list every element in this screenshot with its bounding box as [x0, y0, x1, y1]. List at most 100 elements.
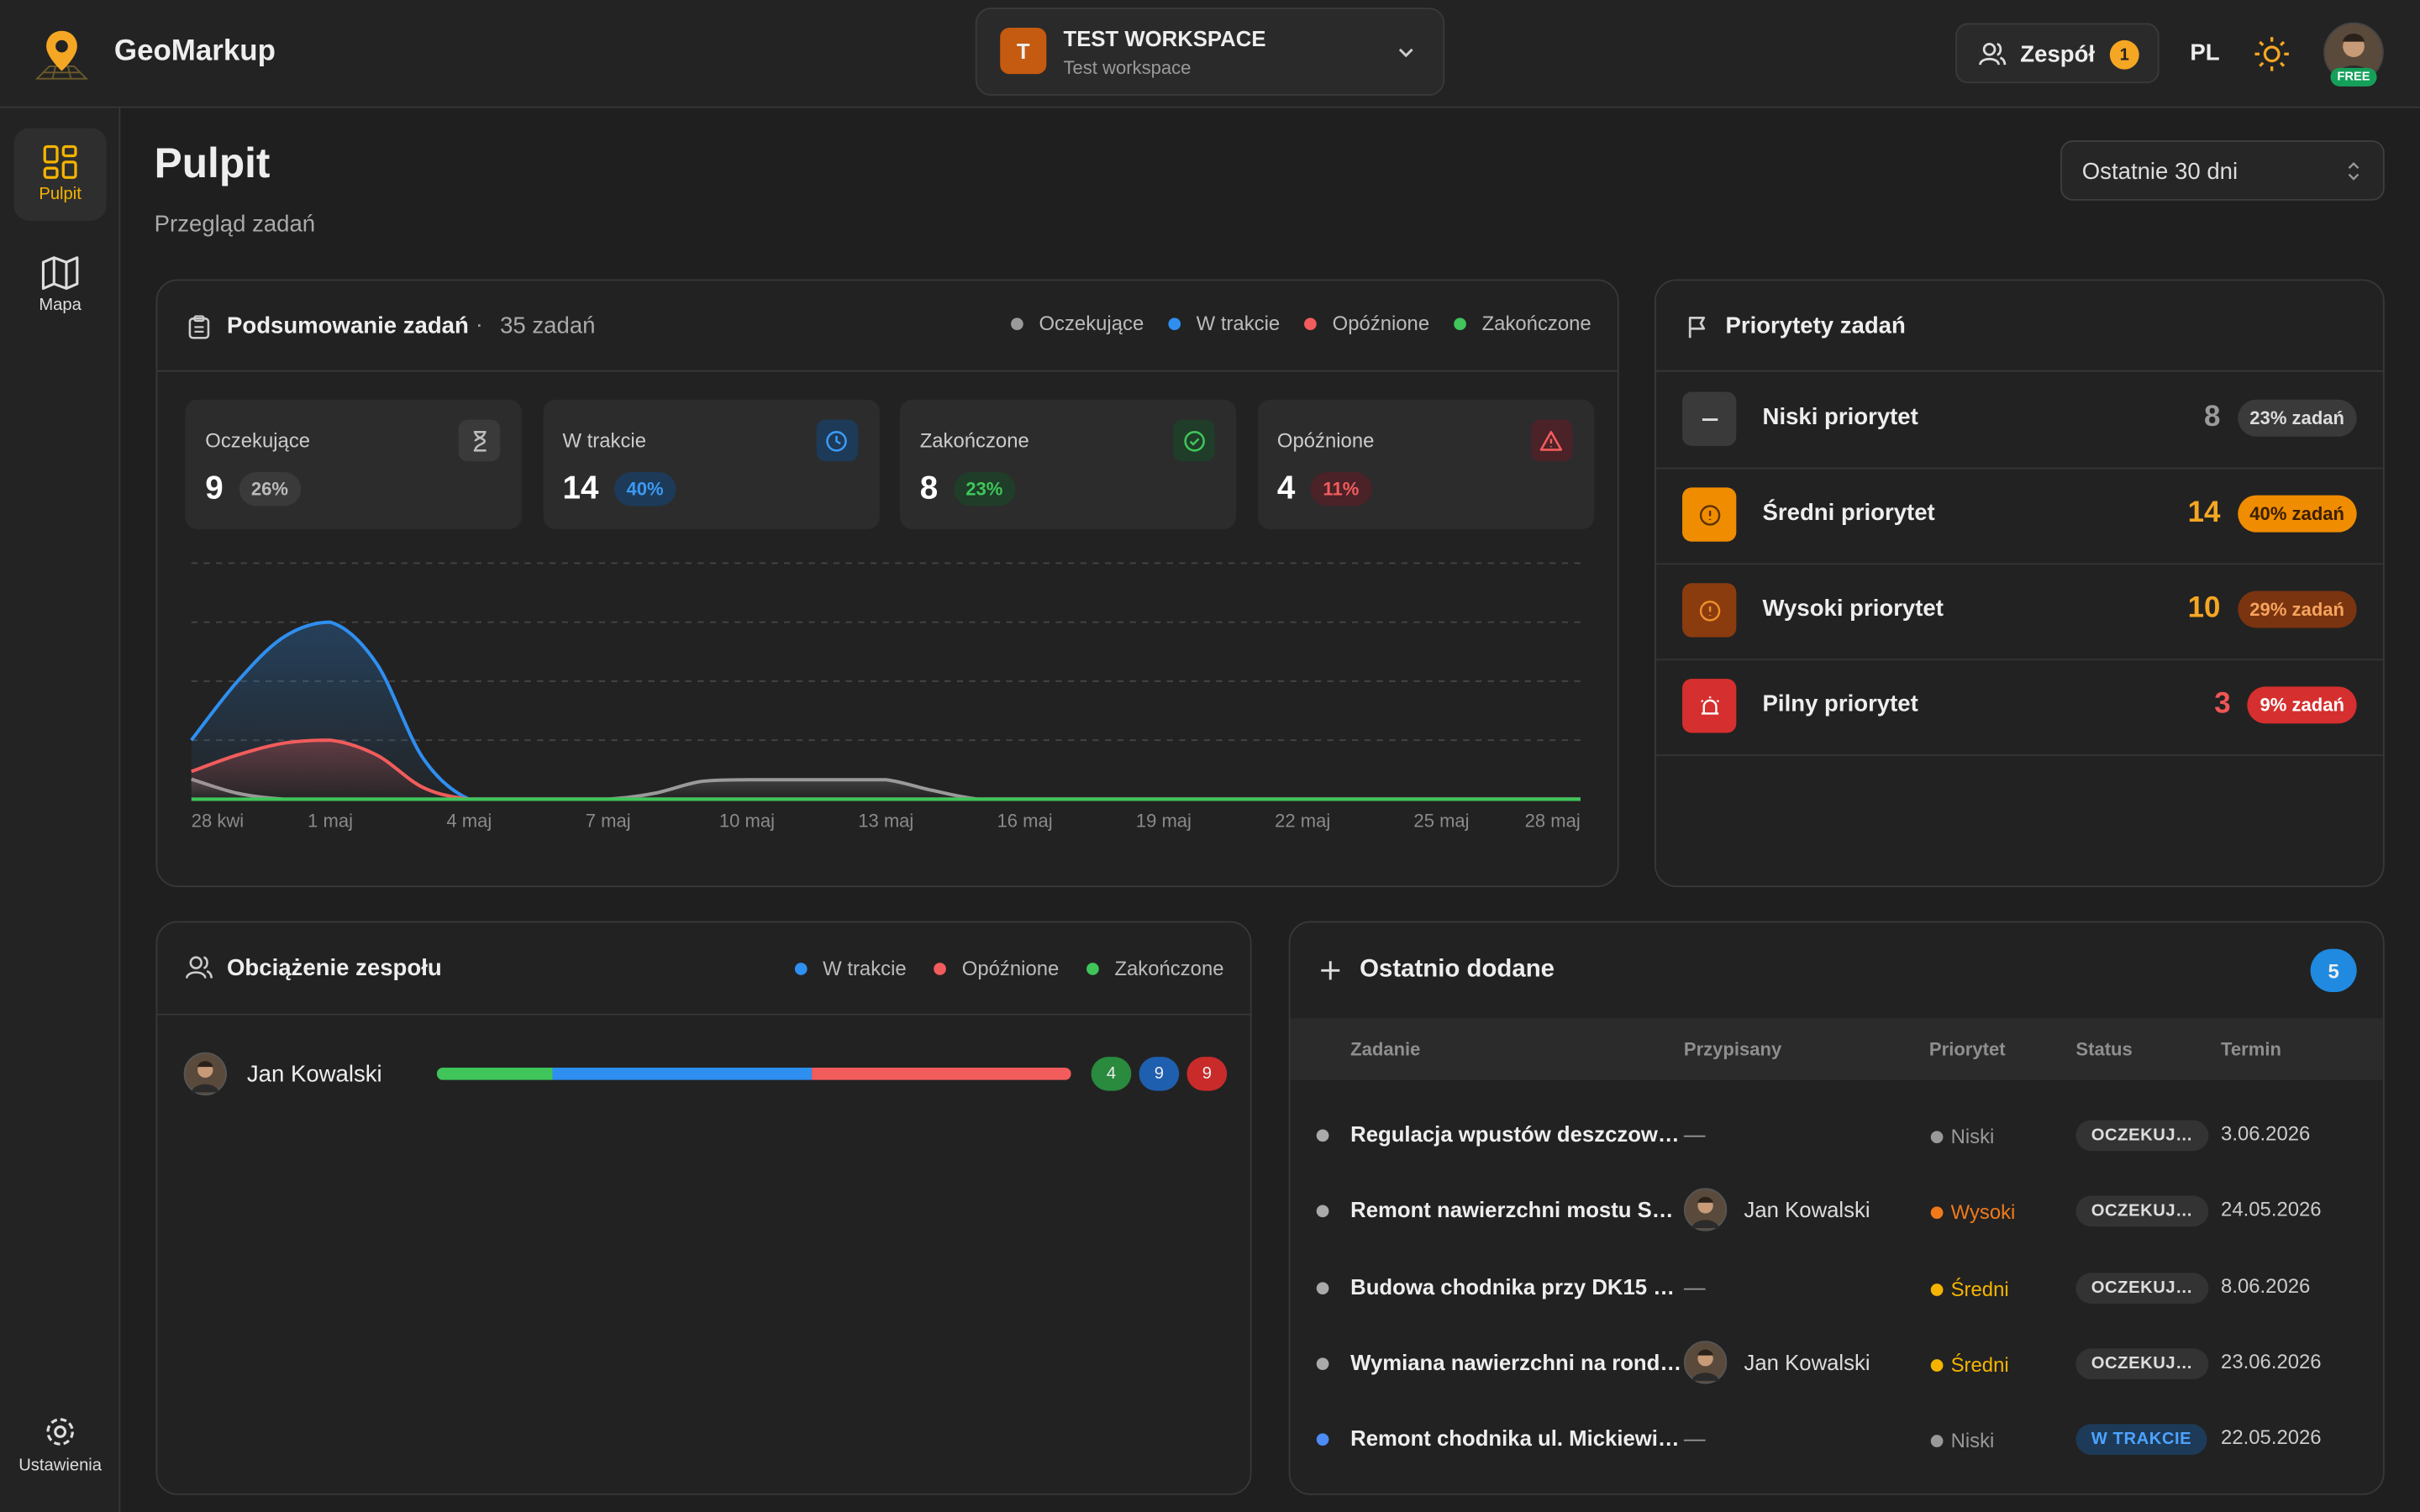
stat-row: 9 26%: [205, 470, 301, 507]
table-row[interactable]: Regulacja wpustów deszczow… — Niski OCZEKUJ…: [1291, 1105, 2383, 1166]
priority-dot: [1930, 1206, 1944, 1220]
legend-item: Opóźnione: [934, 956, 1060, 980]
priority-label: Pilny priorytet: [1762, 690, 1918, 718]
stat-value: 8: [919, 470, 939, 507]
priority-row: Wysoki priorytet 10 29% zadań: [1655, 563, 2383, 661]
priority-pct: 9% zadań: [2247, 686, 2357, 724]
legend-item: W trakcie: [795, 957, 907, 979]
page-title: Pulpit: [154, 140, 271, 187]
stat-pct: 11%: [1310, 472, 1372, 507]
stat-pct: 26%: [239, 472, 301, 507]
table-row[interactable]: Budowa chodnika przy DK15 … — Średni OCZEKU…: [1291, 1257, 2383, 1319]
legend-dot: [1086, 962, 1100, 974]
count-badge: 4: [1091, 1057, 1132, 1091]
legend: Oczekujące W trakcie Opóźnione Zakończone: [1011, 312, 1591, 335]
count-badge: 9: [1139, 1057, 1180, 1091]
icon: [1698, 600, 1720, 621]
task-name: Budowa chodnika przy DK15 …: [1350, 1274, 1675, 1299]
avatar-image: [183, 1052, 228, 1096]
plan-badge: FREE: [2330, 67, 2377, 87]
priority-label: Niski priorytet: [1762, 404, 1918, 431]
workload-card: Obciążenie zespołu W trakcie Opóźnione Zak…: [155, 921, 1252, 1495]
table-row[interactable]: Remont chodnika ul. Mickiewi… — Niski W TRA…: [1291, 1409, 2383, 1470]
legend-label: Zakończone: [1481, 312, 1591, 335]
stat-label: Oczekujące: [205, 428, 311, 453]
stat-label: Opóźnione: [1276, 428, 1375, 453]
stat-icon: [815, 419, 858, 462]
priority: Niski: [1950, 1124, 1995, 1148]
icon: [1702, 417, 1718, 421]
icon: [826, 430, 847, 451]
priority-stats: 10 29% zadań: [2187, 591, 2357, 628]
theme-toggle[interactable]: [2254, 35, 2291, 72]
status-dot: [1316, 1205, 1329, 1218]
stat-card: W trakcie 14 40%: [542, 399, 880, 530]
legend-item: Zakończone: [1454, 312, 1591, 335]
status-pill: OCZEKUJ…: [2075, 1348, 2209, 1380]
legend-label: Opóźnione: [961, 956, 1060, 980]
icon: [1698, 504, 1720, 525]
stat-icon: [458, 419, 501, 462]
recent-card: Ostatnio dodane 5 Zadanie Przypisany Prior…: [1288, 921, 2385, 1495]
stat-row: 4 11%: [1276, 470, 1372, 507]
column-header: Przypisany: [1683, 1038, 1782, 1060]
nav-settings[interactable]: Ustawienia: [8, 1412, 113, 1489]
priority-count: 10: [2187, 592, 2221, 625]
stat-card: Opóźnione 4 11%: [1257, 399, 1594, 530]
status-dot: [1316, 1129, 1329, 1142]
stat-value: 9: [205, 470, 224, 507]
page-subtitle: Przegląd zadań: [154, 211, 316, 238]
legend-dot: [934, 962, 947, 974]
member-name: Jan Kowalski: [246, 1061, 382, 1088]
priority-label: Wysoki priorytet: [1762, 595, 1944, 622]
workspace-selector[interactable]: T TEST WORKSPACE Test workspace: [975, 8, 1445, 96]
column-header: Zadanie: [1350, 1038, 1421, 1060]
team-button[interactable]: Zespół 1: [1955, 23, 2160, 84]
logo: [34, 30, 89, 80]
priority-count: 3: [2214, 688, 2231, 721]
assignee: —: [1683, 1121, 1706, 1147]
priority-dot: [1930, 1284, 1944, 1296]
legend-label: Opóźnione: [1332, 312, 1430, 335]
flag-icon: [1688, 316, 1706, 339]
task-name: Wymiana nawierzchni na rond…: [1350, 1350, 1682, 1375]
table-row[interactable]: Wymiana nawierzchni na rond… Jan Kowalski…: [1291, 1333, 2383, 1394]
nav-dashboard[interactable]: Pulpit: [13, 128, 107, 221]
sidebar: [0, 108, 121, 1512]
language[interactable]: PL: [2190, 39, 2220, 66]
legend-label: Zakończone: [1114, 956, 1224, 980]
nav-map[interactable]: Mapa: [14, 239, 107, 332]
priority-icon: [1682, 583, 1737, 638]
priority-dot: [1930, 1359, 1944, 1372]
status-dot: [1316, 1433, 1329, 1446]
legend-dot: [1168, 317, 1181, 330]
plus-icon[interactable]: [1319, 959, 1341, 981]
priority-row: Niski priorytet 8 23% zadań: [1655, 372, 2383, 470]
priority-pct: 29% zadań: [2237, 591, 2357, 628]
date-range-select[interactable]: Ostatnie 30 dni: [2060, 140, 2385, 201]
user-avatar[interactable]: [2323, 22, 2384, 83]
priority-stats: 3 9% zadań: [2214, 686, 2357, 724]
priority-icon: [1682, 391, 1737, 446]
card-header: Podsumowanie zadań · 35 zadań Oczekujące…: [157, 281, 1618, 372]
icon: [1183, 430, 1205, 451]
team-label: Zespół: [2020, 41, 2096, 68]
workload-bar: [436, 1068, 1071, 1080]
dashboard-icon: [43, 144, 77, 179]
table-row[interactable]: Remont nawierzchni mostu S… Jan Kowalski W…: [1291, 1180, 2383, 1242]
assignee: —: [1683, 1425, 1706, 1451]
date-range: Ostatnie 30 dni: [2081, 159, 2238, 186]
task-name: Regulacja wpustów deszczow…: [1350, 1121, 1680, 1147]
icon: [1539, 430, 1563, 450]
task-name: Remont nawierzchni mostu S…: [1350, 1197, 1674, 1222]
card-header: Priorytety zadań: [1655, 281, 2383, 372]
workspace-sub: Test workspace: [1063, 56, 1192, 79]
priority-icon: [1682, 679, 1737, 733]
avatar: [183, 1052, 228, 1096]
due-date: 8.06.2026: [2221, 1274, 2311, 1298]
stat-value: 4: [1276, 470, 1296, 507]
bar-segment: [811, 1068, 1071, 1080]
